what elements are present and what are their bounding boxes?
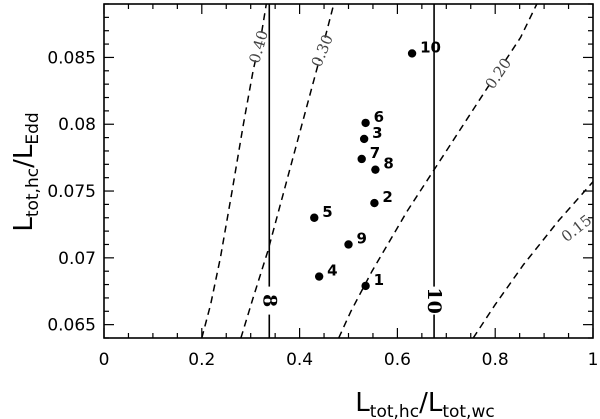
x-axis-label: Ltot,hc/Ltot,wc bbox=[355, 388, 494, 419]
x-tick-label: 0.8 bbox=[482, 350, 509, 370]
data-point-4 bbox=[314, 272, 324, 281]
data-point-9 bbox=[344, 240, 353, 249]
y-tick-label: 0.08 bbox=[58, 115, 96, 135]
data-point-6 bbox=[361, 118, 370, 128]
data-point-1 bbox=[361, 281, 370, 291]
x-tick-label: 0.2 bbox=[188, 350, 215, 370]
contour-label-bg-0 bbox=[240, 33, 277, 60]
vertical-line-label-bg-8 bbox=[258, 286, 281, 315]
data-point-label-2: 2 bbox=[382, 188, 392, 206]
x-tick-label: 0 bbox=[99, 350, 110, 370]
x-tick-label: 0.6 bbox=[384, 350, 411, 370]
y-tick-label: 0.075 bbox=[47, 182, 96, 202]
data-point-7 bbox=[357, 154, 366, 164]
x-tick-label: 0.4 bbox=[286, 350, 313, 370]
data-point-label-5: 5 bbox=[322, 203, 332, 221]
data-point-label-6: 6 bbox=[374, 108, 384, 126]
vertical-line-label-10: 10 bbox=[423, 287, 445, 313]
data-point-label-4: 4 bbox=[327, 262, 337, 280]
y-tick-label: 0.085 bbox=[47, 48, 96, 68]
contour-line-1 bbox=[240, 4, 335, 338]
vertical-line-label-bg-10 bbox=[423, 286, 446, 315]
data-point-label-7: 7 bbox=[370, 144, 380, 162]
contour-label-bg-2 bbox=[480, 57, 517, 90]
x-tick-label: 1 bbox=[588, 350, 599, 370]
contour-line-3 bbox=[472, 181, 593, 338]
y-axis-label: Ltot,hc/LEdd bbox=[9, 112, 43, 231]
data-point-label-10: 10 bbox=[420, 38, 441, 56]
plot-frame bbox=[103, 3, 594, 339]
vertical-line-label-8: 8 bbox=[258, 294, 280, 307]
contour-line-2 bbox=[338, 4, 538, 338]
data-point-8 bbox=[371, 165, 380, 174]
contour-label-bg-1 bbox=[304, 36, 341, 66]
contour-label-bg-3 bbox=[559, 210, 593, 247]
data-point-label-8: 8 bbox=[383, 155, 393, 173]
y-tick-label: 0.07 bbox=[58, 249, 96, 269]
y-tick-label: 0.065 bbox=[47, 316, 96, 336]
data-point-2 bbox=[370, 198, 379, 208]
data-point-label-9: 9 bbox=[357, 229, 367, 247]
data-point-label-3: 3 bbox=[372, 124, 382, 142]
data-point-5 bbox=[310, 213, 319, 222]
data-point-10 bbox=[407, 49, 417, 58]
data-point-label-1: 1 bbox=[374, 271, 384, 289]
contour-label-0: 0.40 bbox=[245, 28, 272, 65]
data-point-3 bbox=[359, 134, 369, 144]
